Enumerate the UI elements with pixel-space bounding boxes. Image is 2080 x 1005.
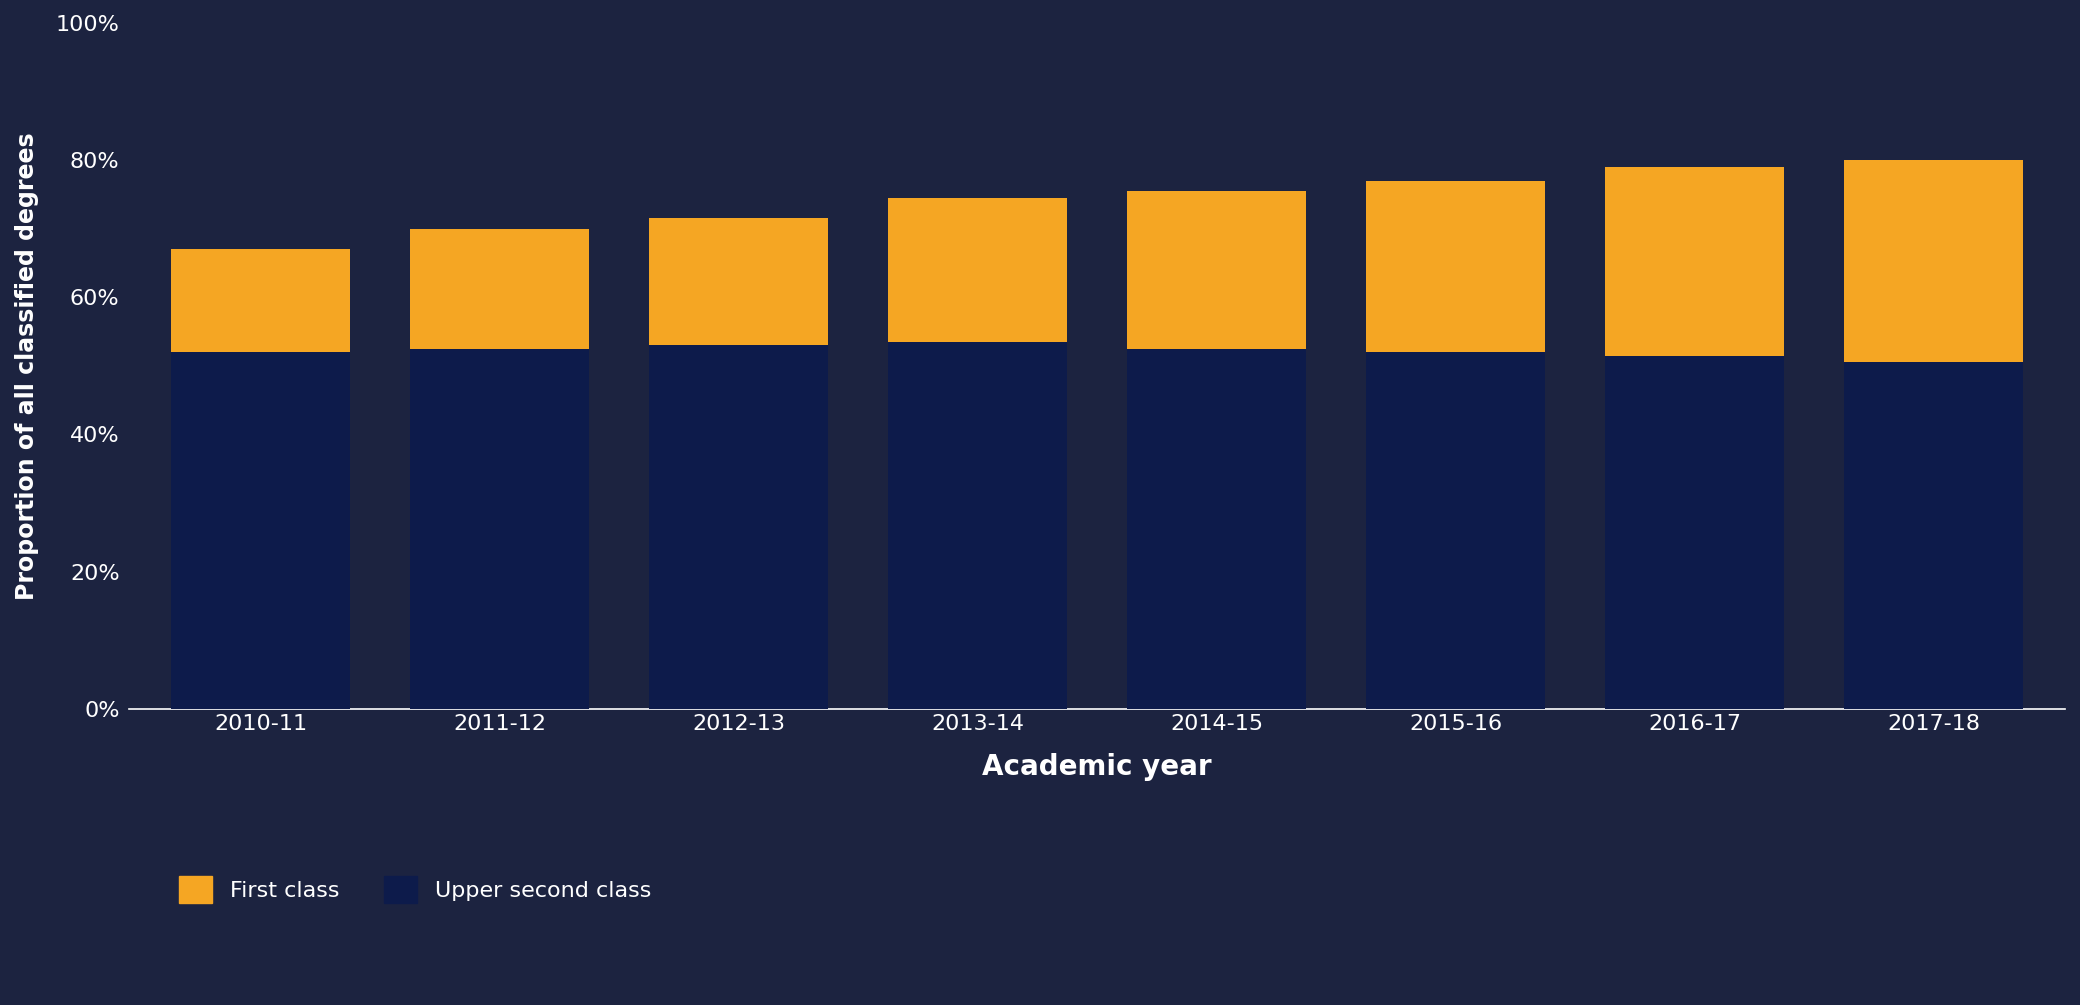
Bar — [171, 352, 349, 709]
Bar — [649, 218, 828, 346]
Bar — [1845, 363, 2024, 709]
Bar — [1845, 160, 2024, 363]
Bar — [1367, 181, 1545, 352]
Bar — [410, 229, 589, 349]
Bar — [649, 346, 828, 709]
Bar — [1606, 167, 1785, 356]
Bar — [410, 349, 589, 709]
X-axis label: Academic year: Academic year — [982, 753, 1213, 781]
Legend: First class, Upper second class: First class, Upper second class — [179, 876, 651, 903]
Bar — [171, 249, 349, 352]
Bar — [888, 198, 1067, 342]
Bar — [888, 342, 1067, 709]
Bar — [1127, 349, 1306, 709]
Bar — [1127, 191, 1306, 349]
Bar — [1606, 356, 1785, 709]
Bar — [1367, 352, 1545, 709]
Y-axis label: Proportion of all classified degrees: Proportion of all classified degrees — [15, 132, 40, 600]
